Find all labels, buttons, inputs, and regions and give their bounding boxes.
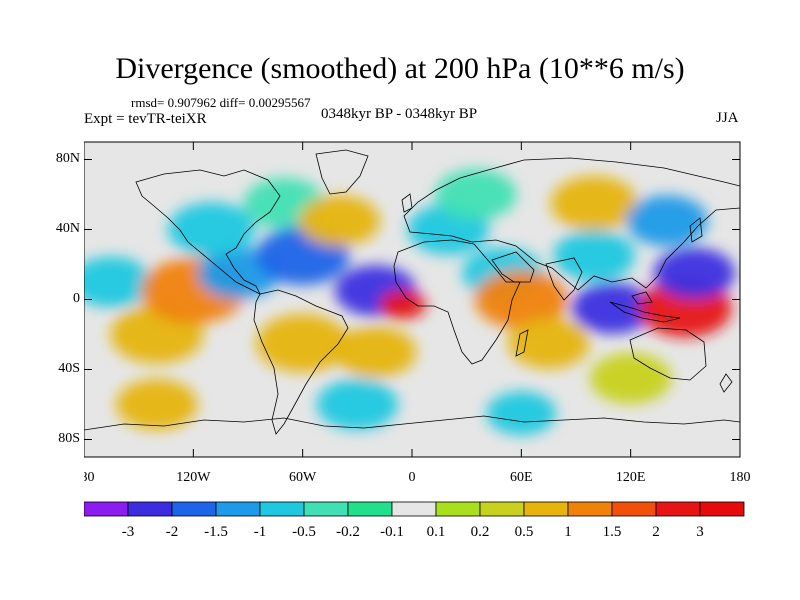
divergence-map: 180 120W 60W 0 60E 120E 180 <box>84 141 751 485</box>
colorbar-swatch <box>611 501 657 517</box>
colorbar-label: -0.1 <box>380 524 404 540</box>
field-blob <box>167 202 256 257</box>
colorbar-swatch <box>699 501 745 517</box>
field-blob <box>298 195 380 247</box>
period-label: 0348kyr BP - 0348kyr BP <box>321 106 478 122</box>
field-blob <box>256 314 350 373</box>
colorbar-swatch <box>171 501 217 517</box>
chart-title: Divergence (smoothed) at 200 hPa (10**6 … <box>115 52 685 85</box>
colorbar-label: 0.5 <box>515 524 534 540</box>
field-blob <box>589 352 672 404</box>
colorbar-label: 2 <box>652 524 660 540</box>
colorbar-swatch <box>127 501 173 517</box>
colorbar-label: -3 <box>122 524 135 540</box>
field-blob <box>379 290 427 320</box>
stats-line: rmsd= 0.907962 diff= 0.00295567 <box>131 95 311 110</box>
x-tick-label: 180 <box>730 470 751 485</box>
field-blob <box>626 195 708 247</box>
colorbar-label: -0.2 <box>336 524 360 540</box>
x-tick-label: 120W <box>176 470 211 485</box>
x-tick-label: 60W <box>289 470 317 485</box>
colorbar-label: 1.5 <box>603 524 622 540</box>
colorbar-swatch <box>84 501 129 517</box>
colorbar-swatch <box>435 501 481 517</box>
colorbar-label: -1 <box>254 524 267 540</box>
colorbar-label: 0.2 <box>471 524 490 540</box>
experiment-label: Expt = tevTR-teiXR <box>84 111 207 127</box>
x-tick-label: 60E <box>510 470 533 485</box>
colorbar-swatch <box>347 501 393 517</box>
field-blob <box>653 247 736 299</box>
field-blob <box>334 326 417 378</box>
field-blob <box>550 176 638 231</box>
y-tick-label: 80S <box>58 430 80 446</box>
y-tick-label: 0 <box>73 290 80 306</box>
field-blob <box>435 169 517 220</box>
colorbar-swatch <box>259 501 305 517</box>
y-axis <box>84 159 740 440</box>
plot-area <box>84 142 740 457</box>
colorbar-label: 0.1 <box>427 524 446 540</box>
colorbar-label: 3 <box>696 524 704 540</box>
colorbar-swatch <box>303 501 349 517</box>
season-label: JJA <box>716 110 739 126</box>
y-tick-label: 40S <box>58 360 80 376</box>
x-axis: 180 120W 60W 0 60E 120E 180 <box>84 142 751 485</box>
colorbar-label: -1.5 <box>204 524 228 540</box>
colorbar: -3 -2 -1.5 -1 -0.5 -0.2 -0.1 0.1 0.2 0.5 1 1.5 2 3 <box>84 501 745 540</box>
colorbar-label: -2 <box>166 524 179 540</box>
colorbar-label: -0.5 <box>292 524 316 540</box>
colorbar-swatch <box>655 501 701 517</box>
field-blob <box>316 379 399 430</box>
field-blob <box>84 256 153 308</box>
x-tick-label: 180 <box>84 470 95 485</box>
colorbar-swatch <box>567 501 613 517</box>
y-tick-label: 80N <box>55 150 80 166</box>
colorbar-swatch <box>391 501 437 517</box>
field-blob <box>553 230 635 282</box>
field-blob <box>486 391 557 436</box>
y-tick-label: 40N <box>55 220 80 236</box>
x-tick-label: 120E <box>616 470 646 485</box>
field-blob <box>507 317 590 369</box>
colorbar-label: 1 <box>564 524 572 540</box>
colorbar-swatch <box>479 501 525 517</box>
colorbar-swatch <box>215 501 261 517</box>
coastlines <box>84 149 740 435</box>
field-blob <box>474 270 568 329</box>
colorbar-swatch <box>523 501 569 517</box>
field-blob <box>116 379 198 430</box>
x-tick-label: 0 <box>409 470 416 485</box>
